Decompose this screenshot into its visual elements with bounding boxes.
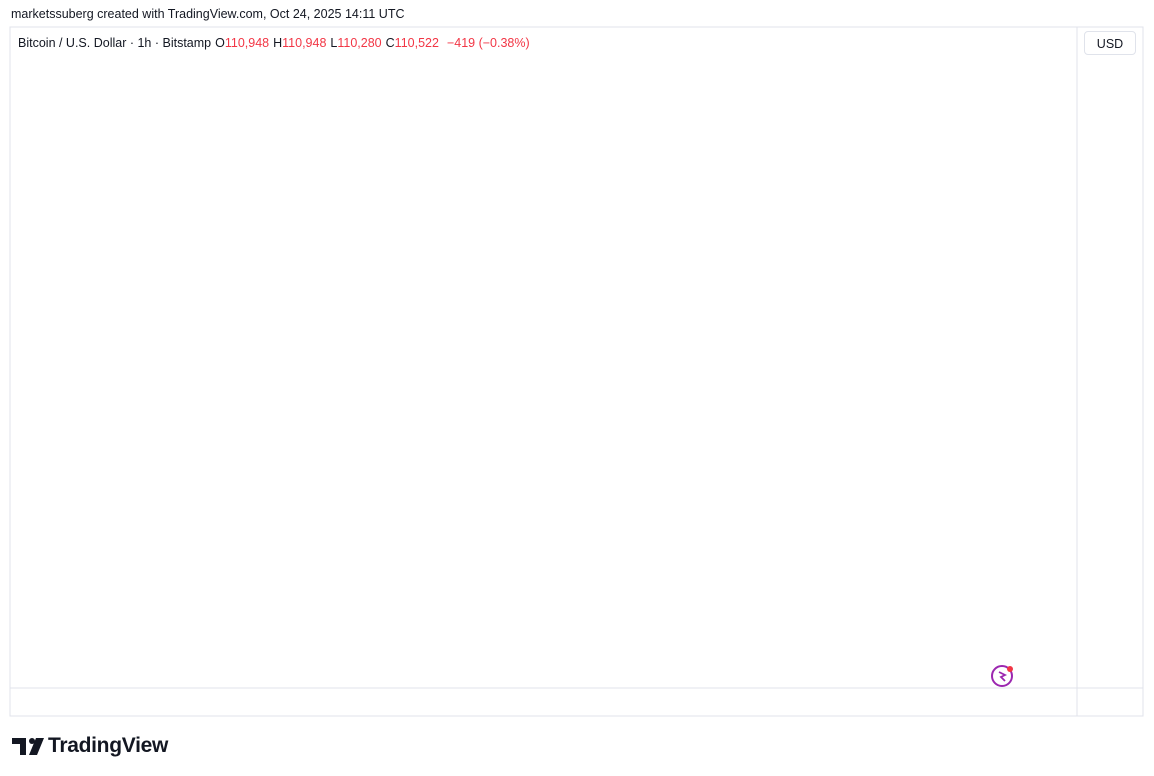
ohlc-value: 110,522	[394, 36, 439, 50]
currency-button[interactable]: USD	[1084, 31, 1136, 55]
symbol: Bitcoin / U.S. Dollar · 1h · Bitstamp	[18, 36, 212, 50]
credit: marketssuberg created with TradingView.c…	[11, 7, 405, 21]
ohlc-label: C	[385, 36, 395, 50]
ohlc-value: 110,948	[224, 36, 270, 50]
brand: TradingView	[48, 734, 169, 757]
ohlc-value: 110,280	[337, 36, 382, 50]
ohlc-label: L	[330, 36, 338, 50]
brand-logo	[12, 738, 44, 755]
ohlc-label: H	[273, 36, 283, 50]
pane-border	[9, 26, 1144, 717]
ohlc-label: O	[215, 36, 225, 50]
change: −419 (−0.38%)	[446, 36, 530, 50]
ohlc: O110,948 H110,948 L110,280 C110,522	[215, 36, 443, 50]
assistant-icon[interactable]	[991, 665, 1013, 687]
legend-line: Bitcoin / U.S. Dollar · 1h · Bitstamp O11…	[18, 36, 534, 50]
ohlc-value: 110,948	[282, 36, 327, 50]
